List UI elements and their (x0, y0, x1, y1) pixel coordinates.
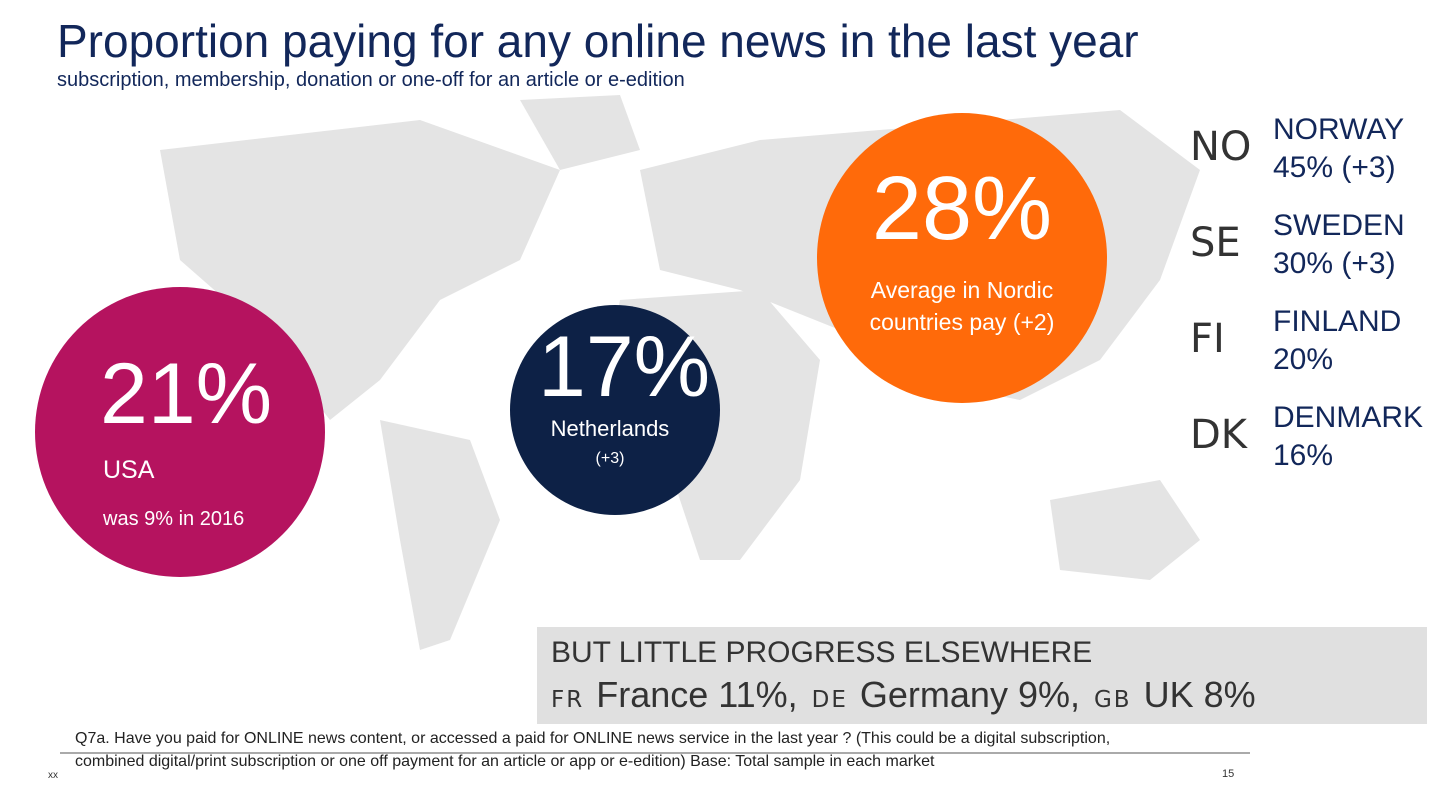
country-value: 16% (1273, 439, 1334, 472)
usa-note: was 9% in 2016 (103, 508, 245, 530)
netherlands-label: Netherlands (550, 416, 670, 441)
elsewhere-item: DE Germany 9%, (812, 674, 1080, 716)
country-code: DK (1190, 412, 1248, 458)
country-result: France 11%, (596, 674, 798, 715)
netherlands-note: (+3) (595, 450, 625, 467)
country-code: GB (1093, 687, 1132, 713)
country-code: NO (1190, 124, 1252, 170)
country-value: 20% (1273, 343, 1334, 376)
elsewhere-box (537, 627, 1427, 724)
country-code: FR (551, 687, 585, 713)
country-name: FINLAND (1273, 305, 1402, 338)
nordic-value: 28% (871, 159, 1053, 259)
country-result: Germany 9%, (859, 674, 1080, 715)
nordic-line: countries pay (+2) (869, 309, 1055, 335)
country-name: DENMARK (1273, 401, 1424, 434)
country-value: 30% (+3) (1273, 247, 1396, 280)
elsewhere-item: GB UK 8% (1094, 674, 1256, 716)
elsewhere-item: FR France 11%, (551, 674, 798, 716)
page-number: 15 (1222, 768, 1235, 780)
country-name: NORWAY (1273, 113, 1405, 146)
netherlands-value: 17% (538, 319, 711, 415)
country-value: 45% (+3) (1273, 151, 1396, 184)
nordic-circle (817, 113, 1107, 403)
country-code: DE (811, 687, 848, 713)
elsewhere-items: FR France 11%, DE Germany 9%, GB UK 8% (551, 674, 1256, 716)
country-code: FI (1190, 316, 1225, 362)
nordic-line: Average in Nordic (870, 277, 1054, 303)
footnote-line: combined digital/print subscription or o… (75, 753, 935, 770)
footer-left: xx (48, 770, 58, 781)
country-code: SE (1190, 220, 1241, 266)
usa-circle (35, 287, 325, 577)
subtitle: subscription, membership, donation or on… (57, 69, 685, 91)
usa-label: USA (103, 456, 155, 484)
footnote-line: Q7a. Have you paid for ONLINE news conte… (75, 730, 1111, 747)
netherlands-circle (510, 305, 720, 515)
country-name: SWEDEN (1273, 209, 1405, 242)
elsewhere-heading: BUT LITTLE PROGRESS ELSEWHERE (551, 636, 1093, 669)
title: Proportion paying for any online news in… (57, 15, 1139, 67)
country-result: UK 8% (1143, 674, 1256, 715)
usa-value: 21% (100, 346, 273, 442)
